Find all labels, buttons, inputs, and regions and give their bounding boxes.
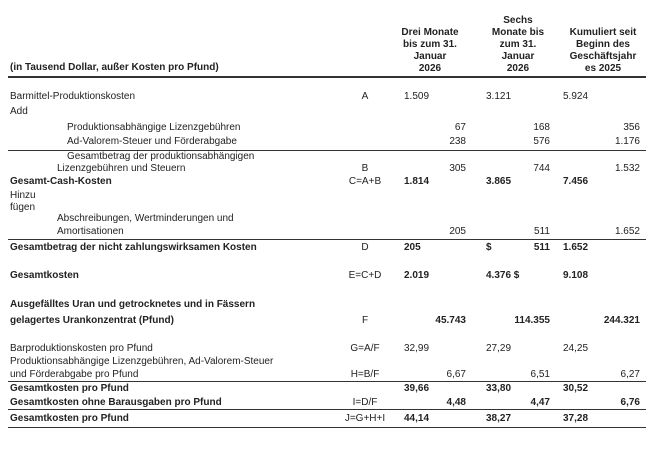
formula-label: A — [361, 91, 369, 102]
formula-label: I=D/F — [352, 397, 378, 408]
column-header-line: 2026 — [418, 63, 442, 74]
row-divider — [8, 239, 646, 240]
row-divider — [8, 150, 646, 151]
row-label: Produktionsabhängige Lizenzgebühren — [67, 122, 241, 133]
value-cell: 3.865 — [486, 176, 512, 187]
formula-label: B — [361, 163, 369, 174]
row-label: Gesamtbetrag der nicht zahlungswirksamen… — [10, 242, 257, 253]
column-header-line: 2026 — [506, 63, 530, 74]
row-label: Amortisationen — [57, 226, 124, 237]
value-cell: 3.121 — [486, 91, 512, 102]
value-cell: 32,99 — [404, 343, 430, 354]
value-cell: 30,52 — [563, 383, 589, 394]
value-cell: 1.652 — [563, 242, 589, 253]
value-cell: 1.532 — [614, 163, 640, 174]
row-label: Gesamtkosten pro Pfund — [10, 383, 129, 394]
row-label: Gesamt-Cash-Kosten — [10, 176, 112, 187]
value-cell: 244.321 — [603, 315, 640, 326]
row-divider — [8, 381, 646, 382]
unit-note: (in Tausend Dollar, außer Kosten pro Pfu… — [10, 62, 219, 73]
row-label: Gesamtkosten — [10, 270, 79, 281]
row-label: gelagertes Urankonzentrat (Pfund) — [10, 315, 174, 326]
value-cell: 33,80 — [486, 383, 512, 394]
value-cell: 24,25 — [563, 343, 589, 354]
column-header-line: zum 31. — [499, 39, 537, 50]
value-cell: 356 — [623, 122, 640, 133]
formula-label: F — [361, 315, 369, 326]
row-label: und Förderabgabe pro Pfund — [10, 369, 139, 380]
value-cell: 45.743 — [435, 315, 466, 326]
value-cell: 4.376 $ — [486, 270, 520, 281]
row-label: Ausgefälltes Uran und getrocknetes und i… — [10, 299, 256, 310]
formula-label: C=A+B — [348, 176, 382, 187]
formula-label: G=A/F — [350, 343, 380, 354]
column-header-line: Beginn des — [576, 39, 630, 50]
value-cell: 6,51 — [530, 369, 550, 380]
value-cell: 5.924 — [563, 91, 589, 102]
value-cell: 27,29 — [486, 343, 512, 354]
value-cell: 168 — [533, 122, 550, 133]
value-cell: 205 — [404, 242, 421, 253]
value-cell: 744 — [533, 163, 550, 174]
value-cell: 67 — [454, 122, 466, 133]
value-cell: 7.456 — [563, 176, 589, 187]
value-cell: 205 — [449, 226, 466, 237]
column-header-line: Januar — [413, 51, 447, 62]
formula-label: H=B/F — [350, 369, 380, 380]
value-cell: 6,67 — [446, 369, 466, 380]
formula-label: E=C+D — [348, 270, 382, 281]
value-cell: 1.176 — [614, 136, 640, 147]
value-cell: 37,28 — [563, 413, 589, 424]
column-header-line: Januar — [501, 51, 535, 62]
value-cell: 305 — [449, 163, 466, 174]
row-divider — [8, 409, 646, 410]
value-cell: 2.019 — [404, 270, 430, 281]
row-label: fügen — [10, 202, 36, 213]
value-cell: 6,76 — [620, 397, 640, 408]
row-label: Barmittel-Produktionskosten — [10, 91, 136, 102]
column-header-line: Geschäftsjahr — [569, 51, 637, 62]
column-header-line: Sechs — [503, 15, 533, 26]
row-label: Ad-Valorem-Steuer und Förderabgabe — [67, 136, 237, 147]
value-cell: 1.509 — [404, 91, 430, 102]
value-cell: 6,27 — [620, 369, 640, 380]
value-cell: 576 — [533, 136, 550, 147]
column-header-line: Drei Monate — [401, 27, 459, 38]
row-label: Hinzu — [10, 190, 36, 201]
value-cell: 1.814 — [404, 176, 430, 187]
row-label: Barproduktionskosten pro Pfund — [10, 343, 153, 354]
value-cell: 511 — [534, 226, 550, 237]
row-label: Lizenzgebühren und Steuern — [57, 163, 186, 174]
currency-symbol: $ — [486, 242, 492, 253]
value-cell: 238 — [449, 136, 466, 147]
row-label: Add — [10, 106, 28, 117]
value-cell: 1.652 — [614, 226, 640, 237]
column-header-line: es 2025 — [584, 63, 622, 74]
value-cell: 4,47 — [530, 397, 550, 408]
value-cell: 38,27 — [486, 413, 512, 424]
row-label: Gesamtkosten ohne Barausgaben pro Pfund — [10, 397, 222, 408]
value-cell: 9.108 — [563, 270, 589, 281]
header-rule — [8, 76, 646, 78]
row-label: Gesamtkosten pro Pfund — [10, 413, 129, 424]
value-cell: 44,14 — [404, 413, 430, 424]
value-cell: 511 — [533, 242, 550, 253]
formula-label: J=G+H+I — [344, 413, 386, 424]
formula-label: D — [361, 242, 369, 253]
row-label: Gesamtbetrag der produktionsabhängigen — [67, 151, 255, 162]
value-cell: 114.355 — [514, 315, 550, 326]
row-label: Produktionsabhängige Lizenzgebühren, Ad-… — [10, 356, 274, 367]
value-cell: 4,48 — [446, 397, 466, 408]
column-header-line: Monate bis — [491, 27, 545, 38]
column-header-line: Kumuliert seit — [569, 27, 637, 38]
value-cell: 39,66 — [404, 383, 430, 394]
row-divider — [8, 427, 646, 428]
row-label: Abschreibungen, Wertminderungen und — [57, 213, 234, 224]
column-header-line: bis zum 31. — [403, 39, 457, 50]
